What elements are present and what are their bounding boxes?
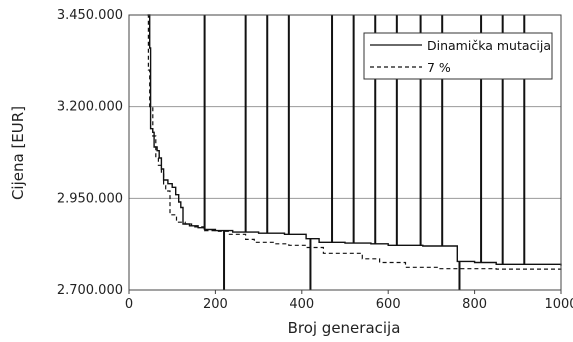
legend-box [363, 32, 553, 80]
x-tick-label: 200 [203, 297, 228, 312]
x-tick-label: 600 [376, 297, 401, 312]
x-tick-label: 400 [289, 297, 314, 312]
y-tick-label: 2.700.000 [57, 283, 123, 298]
y-tick-label: 3.450.000 [57, 8, 123, 23]
x-tick-label: 800 [462, 297, 487, 312]
legend-label-7pct: 7 % [427, 60, 451, 75]
y-tick-label: 3.200.000 [57, 100, 123, 115]
x-axis-title: Broj generacija [288, 319, 401, 337]
y-axis-title: Cijena [EUR] [9, 106, 27, 200]
x-tick-label: 0 [125, 297, 133, 312]
legend-label-dinamicka: Dinamička mutacija [427, 38, 551, 53]
series-line-dinamicka-mutacija [148, 14, 562, 266]
y-tick-label: 2.950.000 [57, 191, 123, 206]
axis-ticks: 2.700.000 2.950.000 3.200.000 3.450.000 0 200… [57, 8, 573, 312]
plot-area-border [128, 14, 562, 291]
x-tick-label: 1000 [544, 297, 573, 312]
legend: Dinamička mutacija 7 % [363, 32, 553, 80]
